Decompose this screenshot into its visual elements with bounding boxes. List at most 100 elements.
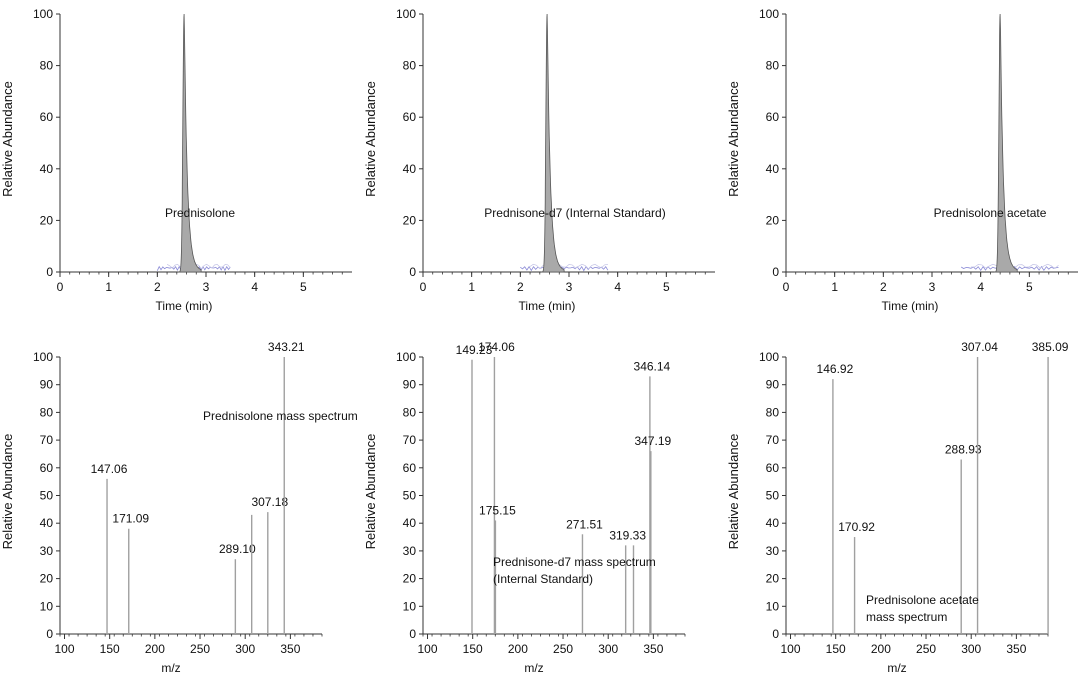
y-tick-label: 10 [766, 599, 780, 613]
y-tick-label: 20 [766, 572, 780, 586]
x-tick-label: 3 [566, 280, 573, 294]
y-tick-label: 60 [403, 461, 417, 475]
x-tick-label: 5 [1026, 280, 1033, 294]
spectrum-annotation: (Internal Standard) [493, 572, 593, 586]
chart-panel-2: 0 20 40 60 80 100 0 1 2 3 4 5 Time (min) Relative Abu… [363, 7, 715, 313]
x-tick-label: 1 [468, 280, 475, 294]
x-tick-label: 350 [1006, 642, 1026, 656]
x-axis-label: m/z [524, 661, 543, 675]
peak-mz-label: 289.10 [219, 542, 256, 556]
y-tick-label: 40 [766, 162, 780, 176]
x-tick-label: 150 [100, 642, 120, 656]
x-tick-label: 5 [300, 280, 307, 294]
x-tick-label: 200 [508, 642, 528, 656]
y-tick-label: 100 [396, 350, 416, 364]
x-tick-label: 5 [663, 280, 670, 294]
y-tick-label: 80 [40, 59, 54, 73]
peak-mz-label: 175.15 [479, 503, 516, 517]
x-tick-label: 1 [105, 280, 112, 294]
y-tick-label: 80 [766, 405, 780, 419]
y-tick-label: 0 [46, 265, 53, 279]
peak-mz-label: 170.92 [838, 520, 875, 534]
peak-mz-label: 347.19 [634, 434, 671, 448]
peak-mz-label: 307.04 [961, 340, 998, 354]
y-tick-label: 60 [40, 110, 54, 124]
x-tick-label: 100 [418, 642, 438, 656]
chart-panel-1: 0 20 40 60 80 100 0 1 2 3 4 5 Time (min) Relative Abu… [0, 7, 352, 313]
x-tick-label: 2 [517, 280, 524, 294]
x-tick-label: 0 [783, 280, 790, 294]
x-tick-label: 200 [871, 642, 891, 656]
peak-mz-label: 385.09 [1032, 340, 1069, 354]
peak-annotation: Prednisolone [165, 206, 235, 220]
y-tick-label: 40 [766, 516, 780, 530]
baseline-noise-trace-2 [166, 263, 231, 270]
y-tick-label: 90 [40, 378, 54, 392]
y-tick-label: 50 [40, 489, 54, 503]
y-tick-label: 50 [403, 489, 417, 503]
x-tick-label: 150 [463, 642, 483, 656]
y-tick-label: 60 [403, 110, 417, 124]
y-axis-label: Relative Abundance [363, 81, 378, 197]
y-tick-label: 90 [766, 378, 780, 392]
y-axis-label: Relative Abundance [0, 81, 15, 197]
y-tick-label: 70 [766, 433, 780, 447]
y-tick-label: 60 [766, 461, 780, 475]
y-tick-label: 100 [759, 350, 779, 364]
x-axis-label: m/z [161, 661, 180, 675]
peak-mz-label: 147.06 [91, 462, 128, 476]
x-tick-label: 4 [251, 280, 258, 294]
y-tick-label: 60 [40, 461, 54, 475]
y-tick-label: 20 [40, 213, 54, 227]
x-tick-label: 150 [826, 642, 846, 656]
x-tick-label: 3 [929, 280, 936, 294]
y-tick-label: 20 [403, 572, 417, 586]
y-axis-label: Relative Abundance [363, 434, 378, 550]
x-tick-label: 1 [831, 280, 838, 294]
chromatogram-peak [178, 13, 202, 273]
y-tick-label: 70 [403, 433, 417, 447]
y-axis-label: Relative Abundance [726, 81, 741, 197]
spectrum-annotation: Prednisolone acetate [866, 593, 979, 607]
y-tick-label: 90 [403, 378, 417, 392]
chart-panel-5: 0 10 20 30 40 50 60 70 80 90 100 100 150 200 250 300 350… [363, 340, 686, 675]
x-tick-label: 2 [880, 280, 887, 294]
y-tick-label: 100 [33, 7, 53, 21]
y-axis-label: Relative Abundance [726, 434, 741, 550]
peak-mz-label: 146.92 [817, 362, 854, 376]
spectrum-annotation: Prednisone-d7 mass spectrum [493, 555, 656, 569]
peak-mz-label: 346.14 [634, 359, 671, 373]
y-tick-label: 100 [33, 350, 53, 364]
y-tick-label: 30 [766, 544, 780, 558]
y-tick-label: 0 [409, 627, 416, 641]
baseline-noise-trace-2 [529, 263, 608, 270]
y-tick-label: 100 [759, 7, 779, 21]
chromatogram-peak [994, 13, 1018, 273]
x-axis-label: m/z [887, 661, 906, 675]
peak-mz-label: 149.23 [456, 343, 493, 357]
x-axis-label: Time (min) [156, 299, 213, 313]
peak-mz-label: 174.06 [478, 340, 515, 354]
x-tick-label: 100 [55, 642, 75, 656]
y-tick-label: 60 [766, 110, 780, 124]
x-tick-label: 3 [203, 280, 210, 294]
y-tick-label: 0 [46, 627, 53, 641]
y-tick-label: 20 [40, 572, 54, 586]
y-tick-label: 80 [403, 405, 417, 419]
peak-mz-label: 343.21 [268, 340, 305, 354]
peak-annotation: Prednisolone acetate [934, 206, 1047, 220]
peak-mz-label: 319.33 [609, 528, 646, 542]
y-tick-label: 30 [40, 544, 54, 558]
x-tick-label: 2 [154, 280, 161, 294]
x-tick-label: 250 [916, 642, 936, 656]
y-tick-label: 0 [772, 265, 779, 279]
y-tick-label: 40 [40, 162, 54, 176]
x-tick-label: 300 [235, 642, 255, 656]
x-tick-label: 300 [961, 642, 981, 656]
y-tick-label: 20 [403, 213, 417, 227]
y-tick-label: 10 [40, 599, 54, 613]
y-tick-label: 0 [772, 627, 779, 641]
x-tick-label: 350 [280, 642, 300, 656]
y-tick-label: 10 [403, 599, 417, 613]
y-tick-label: 80 [40, 405, 54, 419]
